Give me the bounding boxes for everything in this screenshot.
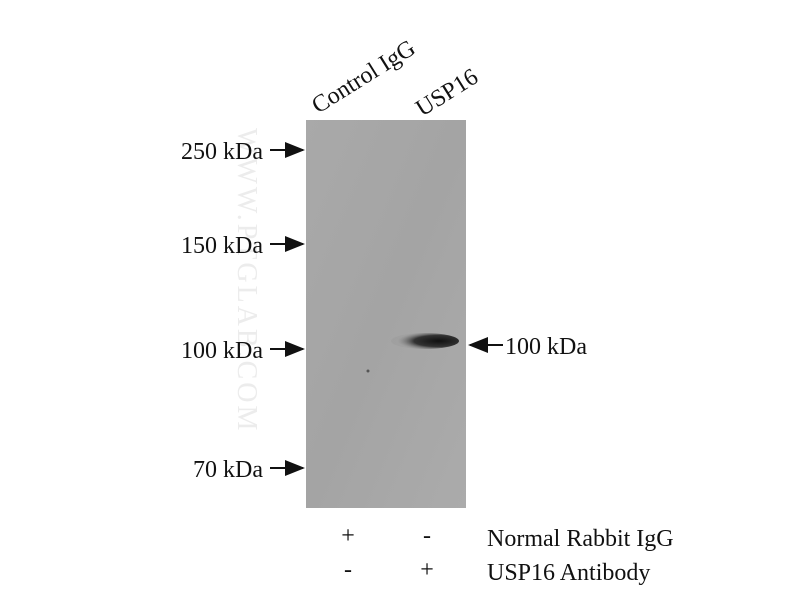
condition-sign: - bbox=[344, 557, 352, 583]
watermark: WWW.PTGLAB.COM bbox=[231, 128, 262, 433]
marker-label: 70 kDa bbox=[193, 457, 263, 483]
blot-membrane bbox=[306, 120, 466, 508]
condition-label: USP16 Antibody bbox=[487, 560, 650, 586]
marker-label: 150 kDa bbox=[181, 233, 263, 259]
condition-label: Normal Rabbit IgG bbox=[487, 526, 674, 552]
speck bbox=[366, 369, 370, 373]
lane-label: Control IgG bbox=[307, 35, 420, 119]
condition-sign: + bbox=[420, 557, 434, 583]
marker-label: 100 kDa bbox=[181, 338, 263, 364]
band-label: 100 kDa bbox=[505, 334, 587, 360]
marker-label: 250 kDa bbox=[181, 139, 263, 165]
protein-band bbox=[391, 333, 459, 349]
condition-sign: - bbox=[423, 523, 431, 549]
lane-label: USP16 bbox=[411, 64, 482, 122]
condition-sign: + bbox=[341, 523, 355, 549]
